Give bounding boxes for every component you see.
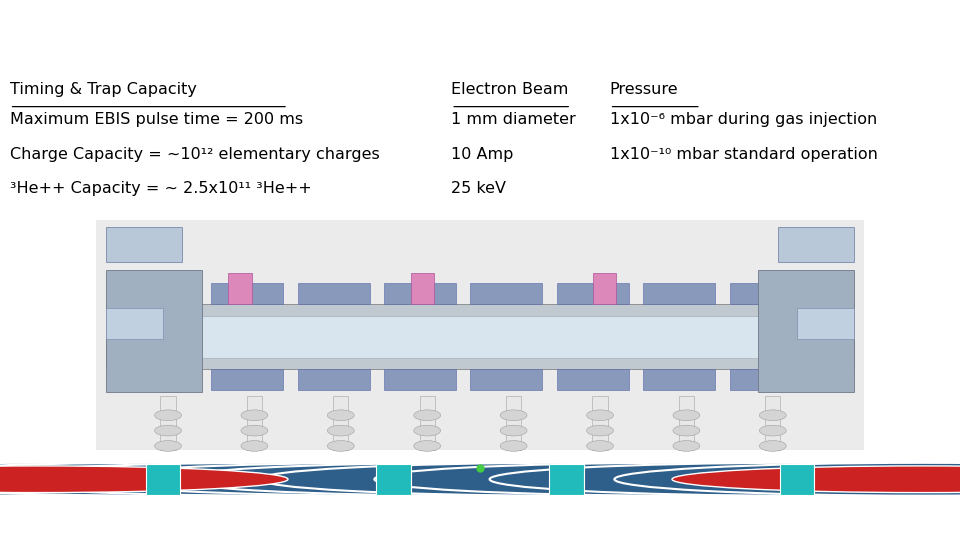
Circle shape — [414, 410, 441, 421]
Text: Matthew Musgrave: Matthew Musgrave — [407, 515, 553, 530]
Circle shape — [327, 441, 354, 451]
Circle shape — [414, 425, 441, 436]
Bar — [470, 283, 542, 304]
FancyBboxPatch shape — [376, 464, 411, 495]
Circle shape — [500, 441, 527, 451]
Circle shape — [587, 425, 613, 436]
Bar — [298, 283, 370, 304]
Bar — [115, 315, 845, 357]
Circle shape — [327, 410, 354, 421]
FancyBboxPatch shape — [549, 464, 584, 495]
Bar — [679, 396, 694, 450]
Text: 18: 18 — [922, 515, 941, 530]
Text: 10 Amp: 10 Amp — [451, 147, 514, 162]
Bar — [411, 273, 434, 304]
Bar — [211, 283, 283, 304]
Bar — [506, 396, 521, 450]
Text: 1 mm diameter: 1 mm diameter — [451, 112, 576, 127]
Bar — [643, 369, 715, 390]
FancyBboxPatch shape — [146, 464, 180, 495]
Text: Vacuum Simulations of EBIS with MolFlow: Vacuum Simulations of EBIS with MolFlow — [120, 21, 840, 50]
Circle shape — [614, 463, 960, 496]
FancyBboxPatch shape — [780, 464, 814, 495]
Bar — [765, 396, 780, 450]
Bar — [333, 396, 348, 450]
Circle shape — [673, 425, 700, 436]
Bar — [420, 396, 435, 450]
Circle shape — [155, 441, 181, 451]
Bar — [384, 369, 456, 390]
Bar — [797, 308, 854, 339]
Bar — [758, 269, 854, 392]
Bar — [106, 227, 182, 262]
Circle shape — [673, 441, 700, 451]
Bar — [160, 396, 176, 450]
Circle shape — [0, 463, 586, 496]
Circle shape — [759, 441, 786, 451]
Bar — [298, 369, 370, 390]
Text: Electron Beam: Electron Beam — [451, 82, 568, 97]
Text: ³He++ Capacity = ~ 2.5x10¹¹ ³He++: ³He++ Capacity = ~ 2.5x10¹¹ ³He++ — [10, 181, 311, 197]
Circle shape — [259, 463, 874, 496]
Bar — [730, 369, 802, 390]
Bar — [96, 220, 864, 450]
Circle shape — [414, 441, 441, 451]
Circle shape — [173, 463, 787, 496]
Circle shape — [673, 410, 700, 421]
Bar — [643, 283, 715, 304]
Circle shape — [500, 410, 527, 421]
Bar — [778, 227, 854, 262]
Bar — [125, 283, 197, 304]
Bar — [593, 273, 616, 304]
Text: 1x10⁻¹⁰ mbar standard operation: 1x10⁻¹⁰ mbar standard operation — [610, 147, 877, 162]
Bar — [106, 308, 163, 339]
Text: Maximum EBIS pulse time = 200 ms: Maximum EBIS pulse time = 200 ms — [10, 112, 302, 127]
Bar — [211, 369, 283, 390]
Circle shape — [327, 425, 354, 436]
Text: PSTP, September 26, 2019: PSTP, September 26, 2019 — [19, 515, 225, 530]
Bar — [106, 304, 854, 369]
Circle shape — [155, 410, 181, 421]
Text: Timing & Trap Capacity: Timing & Trap Capacity — [10, 82, 197, 97]
Circle shape — [86, 463, 701, 496]
Bar — [557, 283, 629, 304]
Text: Charge Capacity = ~10¹² elementary charges: Charge Capacity = ~10¹² elementary charg… — [10, 147, 379, 162]
Circle shape — [587, 441, 613, 451]
Bar — [557, 369, 629, 390]
Bar — [228, 273, 252, 304]
Circle shape — [241, 410, 268, 421]
Circle shape — [490, 463, 960, 496]
Bar — [470, 369, 542, 390]
Circle shape — [759, 410, 786, 421]
Bar — [730, 283, 802, 304]
Bar — [106, 269, 202, 392]
Circle shape — [672, 466, 960, 492]
Circle shape — [241, 425, 268, 436]
Circle shape — [241, 441, 268, 451]
Text: 25 keV: 25 keV — [451, 181, 506, 197]
Circle shape — [587, 410, 613, 421]
Text: 1x10⁻⁶ mbar during gas injection: 1x10⁻⁶ mbar during gas injection — [610, 112, 876, 127]
Circle shape — [759, 425, 786, 436]
Circle shape — [155, 425, 181, 436]
Circle shape — [0, 463, 470, 496]
Circle shape — [374, 463, 960, 496]
Bar — [592, 396, 608, 450]
Text: Pressure: Pressure — [610, 82, 678, 97]
Bar — [384, 283, 456, 304]
Circle shape — [0, 466, 288, 492]
Bar — [247, 396, 262, 450]
Bar — [125, 369, 197, 390]
Circle shape — [0, 463, 346, 496]
Circle shape — [500, 425, 527, 436]
